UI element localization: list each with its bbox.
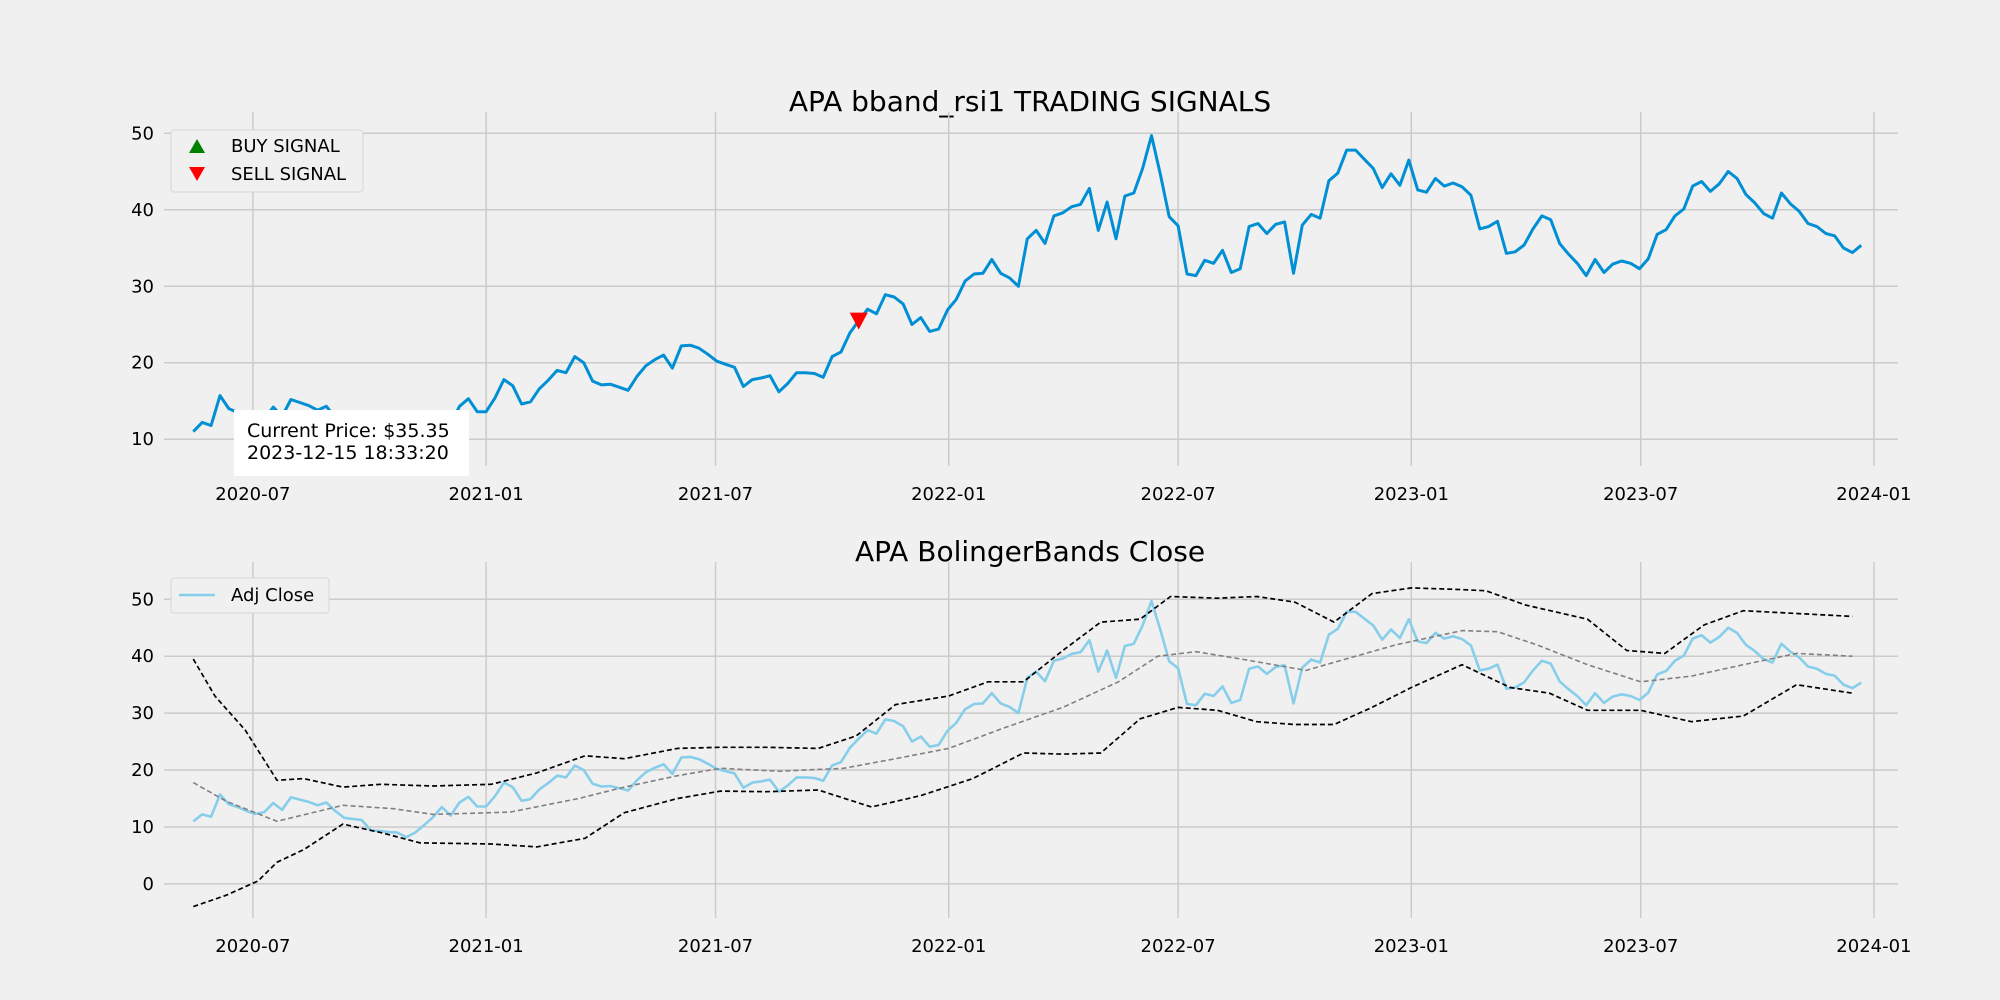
legend-adj-close: Adj Close [231,585,314,606]
x-tick-label: 2021-01 [449,484,524,505]
price-line [192,134,1863,455]
current-timestamp-text: 2023-12-15 18:33:20 [247,442,449,464]
x-tick-label: 2021-07 [678,936,753,957]
legend-buy-signal: BUY SIGNAL [231,136,340,157]
signals-series [192,134,1863,455]
x-tick-label: 2024-01 [1836,936,1911,957]
annotation-box [234,410,469,476]
signal-markers [849,312,868,330]
y-tick-label: 0 [143,874,154,895]
signals-legend: BUY SIGNAL SELL SIGNAL [170,129,364,193]
signals-y-tick-labels: 10 20 30 40 50 [131,123,154,450]
x-tick-label: 2020-07 [215,484,290,505]
y-tick-label: 30 [131,276,154,297]
x-tick-label: 2022-01 [911,936,986,957]
x-tick-label: 2022-07 [1141,936,1216,957]
x-tick-label: 2021-07 [678,484,753,505]
bollinger-y-tick-labels: 0 10 20 30 40 50 [131,589,154,895]
x-tick-label: 2024-01 [1836,484,1911,505]
x-tick-label: 2023-01 [1374,936,1449,957]
y-tick-label: 20 [131,353,154,374]
bollinger-series [192,587,1862,908]
bollinger-x-tick-labels: 2020-07 2021-01 2021-07 2022-01 2022-07 2023-… [215,936,1911,957]
x-tick-label: 2021-01 [449,936,524,957]
signals-x-tick-labels: 2020-07 2021-01 2021-07 2022-01 2022-07 2023-… [215,484,1911,505]
sell-signal-triangle-down-icon [189,167,205,181]
middle-band-line [192,629,1853,823]
legend-sell-signal: SELL SIGNAL [231,164,346,185]
signals-panel: APA bband_rsi1 TRADING SIGNALS 2020-07 20… [131,85,1911,505]
y-tick-label: 10 [131,817,154,838]
sell-signal-marker [849,312,868,330]
bollinger-panel: APA BolingerBands Close 2020-07 2021-01 20… [131,535,1911,957]
bollinger-legend-box [170,577,330,614]
x-tick-label: 2023-07 [1603,484,1678,505]
bollinger-legend: Adj Close [170,577,330,614]
x-tick-label: 2022-07 [1141,484,1216,505]
x-tick-label: 2022-01 [911,484,986,505]
signals-chart-title: APA bband_rsi1 TRADING SIGNALS [789,85,1271,118]
y-tick-label: 20 [131,760,154,781]
current-price-text: Current Price: $35.35 [247,420,450,442]
bollinger-gridlines [164,562,1898,918]
bollinger-chart-title: APA BolingerBands Close [855,535,1205,568]
x-tick-label: 2020-07 [215,936,290,957]
x-tick-label: 2023-07 [1603,936,1678,957]
y-tick-label: 30 [131,703,154,724]
y-tick-label: 10 [131,429,154,450]
lower-band-line [193,663,1853,908]
buy-signal-triangle-up-icon [189,139,205,153]
x-tick-label: 2023-01 [1374,484,1449,505]
signals-legend-box [170,129,364,193]
y-tick-label: 50 [131,123,154,144]
y-tick-label: 40 [131,646,154,667]
current-price-annotation: Current Price: $35.35 2023-12-15 18:33:2… [234,410,469,476]
y-tick-label: 40 [131,200,154,221]
y-tick-label: 50 [131,589,154,610]
